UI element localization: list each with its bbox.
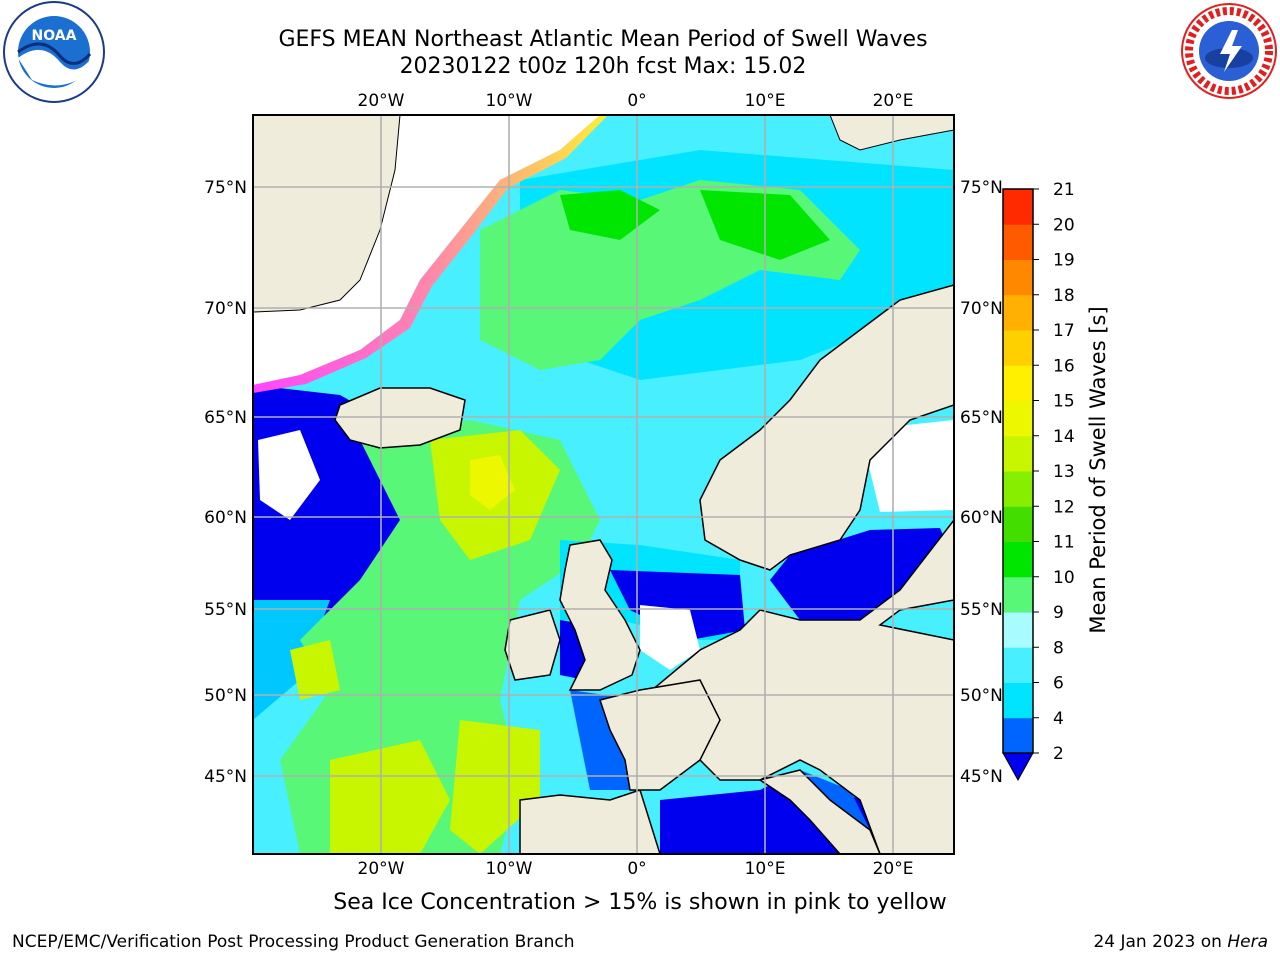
- lon-label-top: 20°E: [873, 91, 914, 111]
- colorbar-segment: [1003, 189, 1033, 225]
- colorbar-segment: [1003, 330, 1033, 366]
- land-britain: [559, 539, 641, 691]
- footer-date: 24 Jan 2023 on Hera: [1093, 932, 1268, 952]
- lon-label-top: 20°W: [358, 91, 405, 111]
- land-ireland: [504, 609, 561, 681]
- colorbar-tick-label: 19: [1053, 251, 1075, 271]
- lon-label-bottom: 20°E: [873, 859, 914, 879]
- colorbar-label: Mean Period of Swell Waves [s]: [1086, 306, 1110, 634]
- yellowgreen-patch-south: [330, 740, 450, 854]
- map-field: [253, 115, 954, 854]
- lat-label-left: 45°N: [204, 767, 247, 787]
- lon-label-top: 10°E: [745, 91, 786, 111]
- sea-ice-note: Sea Ice Concentration > 15% is shown in …: [333, 890, 947, 915]
- lat-label-left: 50°N: [204, 686, 247, 706]
- footer-machine: Hera: [1227, 932, 1268, 952]
- colorbar-segment: [1003, 224, 1033, 260]
- land-italy: [758, 769, 881, 854]
- colorbar-tick-label: 13: [1053, 462, 1075, 482]
- colorbar: 2 4 6 8 9 10 11 12 13 14 15 16 17 18 19 20 21: [1002, 180, 1075, 782]
- colorbar-segment: [1003, 400, 1033, 437]
- colorbar-tick-label: 16: [1053, 356, 1075, 376]
- lat-label-left: 55°N: [204, 600, 247, 620]
- colorbar-tick-label: 9: [1053, 603, 1064, 623]
- lat-label-left: 65°N: [204, 408, 247, 428]
- colorbar-tick-label: 10: [1053, 568, 1075, 588]
- noaa-logo: NOAA: [3, 1, 105, 103]
- lat-label-right: 65°N: [960, 408, 1003, 428]
- colorbar-segment: [1003, 506, 1033, 542]
- map-frame: [252, 114, 955, 855]
- colorbar-tick-label: 4: [1053, 709, 1064, 729]
- colorbar-segment: [1003, 471, 1033, 507]
- colorbar-segment: [1003, 259, 1033, 296]
- deep-blue-north-sea: [610, 570, 745, 640]
- lon-label-bottom: 10°E: [745, 859, 786, 879]
- lat-label-right: 75°N: [960, 178, 1003, 198]
- colorbar-tick-label: 6: [1053, 674, 1064, 694]
- noaa-text: NOAA: [32, 28, 77, 44]
- land-svalbard: [829, 115, 954, 151]
- lon-label-bottom: 10°W: [486, 859, 533, 879]
- sea-ice-edge: [253, 115, 608, 393]
- colorbar-segment: [1003, 717, 1033, 754]
- land-france: [599, 679, 721, 791]
- land-greenland: [253, 115, 401, 313]
- footer-date-text: 24 Jan 2023 on: [1093, 932, 1228, 952]
- nws-logo: [1181, 3, 1277, 99]
- footer-organization: NCEP/EMC/Verification Post Processing Pr…: [12, 932, 575, 952]
- colorbar-tick-label: 15: [1053, 392, 1075, 412]
- colorbar-segment: [1003, 365, 1033, 401]
- colorbar-segment: [1003, 294, 1033, 331]
- land-iceland: [334, 387, 466, 449]
- land-scandinavia: [699, 284, 954, 571]
- colorbar-segment: [1003, 682, 1033, 719]
- baltic-sea: [770, 528, 954, 620]
- colorbar-tick-label: 18: [1053, 286, 1075, 306]
- colorbar-tick-label: 14: [1053, 427, 1075, 447]
- colorbar-segment: [1003, 541, 1033, 578]
- lon-label-bottom: 20°W: [358, 859, 405, 879]
- lat-label-right: 50°N: [960, 686, 1003, 706]
- lat-label-left: 75°N: [204, 178, 247, 198]
- land-europe: [619, 518, 954, 854]
- colorbar-tick-label: 20: [1053, 215, 1075, 235]
- lon-label-top: 10°W: [486, 91, 533, 111]
- colorbar-segment: [1003, 576, 1033, 613]
- graticule: [253, 115, 954, 854]
- colorbar-tick-label: 21: [1053, 180, 1075, 200]
- colorbar-segment: [1003, 435, 1033, 472]
- lat-label-right: 70°N: [960, 299, 1003, 319]
- lat-label-right: 45°N: [960, 767, 1003, 787]
- lat-label-right: 60°N: [960, 508, 1003, 528]
- colorbar-under-arrow: [1002, 752, 1034, 782]
- colorbar-tick-label: 11: [1053, 533, 1075, 553]
- lon-label-top: 0°: [627, 91, 646, 111]
- lat-label-left: 60°N: [204, 508, 247, 528]
- colorbar-segment: [1003, 612, 1033, 648]
- colorbar-segment: [1003, 647, 1033, 683]
- chart-title: GEFS MEAN Northeast Atlantic Mean Period…: [278, 27, 928, 52]
- colorbar-tick-label: 2: [1053, 744, 1064, 764]
- lat-label-left: 70°N: [204, 299, 247, 319]
- land-iberia: [519, 789, 661, 854]
- lon-label-bottom: 0°: [627, 859, 646, 879]
- colorbar-tick-label: 8: [1053, 638, 1064, 658]
- chart-subtitle: 20230122 t00z 120h fcst Max: 15.02: [399, 54, 807, 79]
- colorbar-tick-label: 17: [1053, 321, 1075, 341]
- lat-label-right: 55°N: [960, 600, 1003, 620]
- colorbar-tick-label: 12: [1053, 497, 1075, 517]
